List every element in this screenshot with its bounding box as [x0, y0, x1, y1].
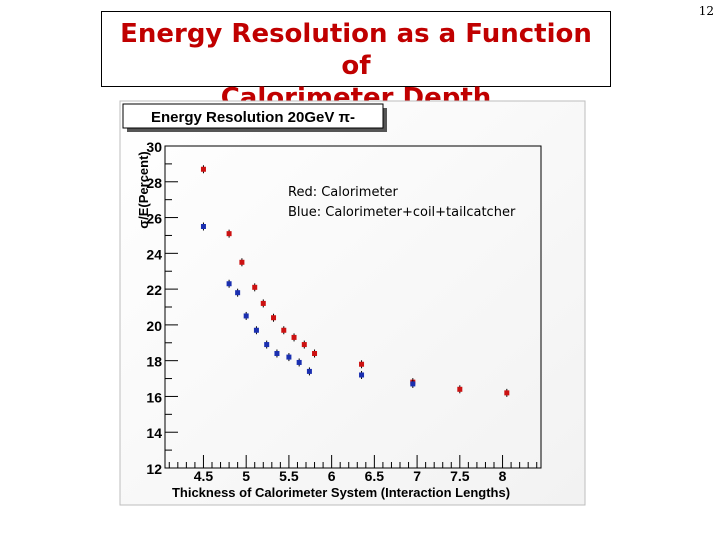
data-point: [296, 359, 302, 365]
x-axis-label: Thickness of Calorimeter System (Interac…: [172, 485, 510, 500]
chart-title: Energy Resolution 20GeV π-: [151, 109, 355, 126]
data-point: [226, 231, 232, 237]
data-point: [312, 351, 318, 357]
x-tick-label: 4.5: [194, 468, 214, 484]
y-tick-label: 28: [146, 175, 162, 191]
data-point: [252, 284, 258, 290]
x-tick-label: 8: [499, 468, 507, 484]
x-tick-label: 5.5: [279, 468, 299, 484]
y-tick-label: 18: [146, 354, 162, 370]
data-point: [410, 381, 416, 387]
x-tick-label: 7: [413, 468, 421, 484]
y-tick-label: 14: [146, 425, 162, 441]
data-point: [264, 342, 270, 348]
data-point: [239, 259, 245, 265]
x-tick-label: 6.5: [365, 468, 385, 484]
data-point: [271, 315, 277, 321]
y-tick-label: 30: [146, 139, 162, 155]
y-tick-label: 20: [146, 318, 162, 334]
data-point: [281, 327, 287, 333]
data-point: [286, 354, 292, 360]
legend-annotation-blue: Blue: Calorimeter+coil+tailcatcher: [288, 205, 516, 220]
data-point: [504, 390, 510, 396]
y-tick-label: 16: [146, 389, 162, 405]
y-tick-label: 12: [146, 461, 162, 477]
data-point: [226, 281, 232, 287]
y-axis-label: σ/E(Percent): [136, 151, 151, 229]
data-point: [253, 327, 259, 333]
y-axis-ticks: 12 14 16 18 20 22 24 26 28 30: [146, 139, 178, 477]
data-point: [457, 386, 463, 392]
y-tick-label: 26: [146, 211, 162, 227]
data-point: [301, 342, 307, 348]
data-point: [291, 334, 297, 340]
data-point: [260, 300, 266, 306]
x-tick-label: 7.5: [450, 468, 470, 484]
chart-frame: [119, 100, 586, 506]
y-tick-label: 22: [146, 282, 162, 298]
data-point: [243, 313, 249, 319]
legend-annotation-red: Red: Calorimeter: [288, 185, 399, 200]
data-point: [359, 372, 365, 378]
data-point: [200, 166, 206, 172]
data-point: [359, 361, 365, 367]
data-point: [306, 368, 312, 374]
data-point: [235, 290, 241, 296]
chart-title-box: [122, 103, 384, 129]
y-tick-label: 24: [146, 246, 162, 262]
x-tick-label: 5: [242, 468, 250, 484]
page-number: 12: [698, 4, 714, 18]
x-axis-ticks: 4.5 5 5.5 6 6.5 7 7.5 8: [168, 455, 538, 484]
slide-title-line-1: Energy Resolution as a Function of: [120, 19, 592, 81]
data-points: [200, 165, 510, 397]
data-point: [274, 351, 280, 357]
data-point: [200, 224, 206, 229]
x-tick-label: 6: [328, 468, 336, 484]
